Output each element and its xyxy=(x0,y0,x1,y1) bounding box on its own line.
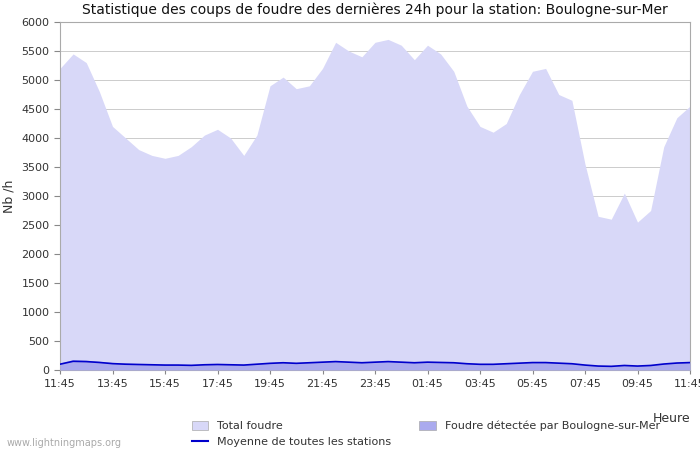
Title: Statistique des coups de foudre des dernières 24h pour la station: Boulogne-sur-: Statistique des coups de foudre des dern… xyxy=(82,2,668,17)
Text: www.lightningmaps.org: www.lightningmaps.org xyxy=(7,438,122,448)
Y-axis label: Nb /h: Nb /h xyxy=(3,179,16,213)
Text: Heure: Heure xyxy=(652,412,690,425)
Legend: Total foudre, Moyenne de toutes les stations, Foudre détectée par Boulogne-sur-M: Total foudre, Moyenne de toutes les stat… xyxy=(192,421,659,447)
